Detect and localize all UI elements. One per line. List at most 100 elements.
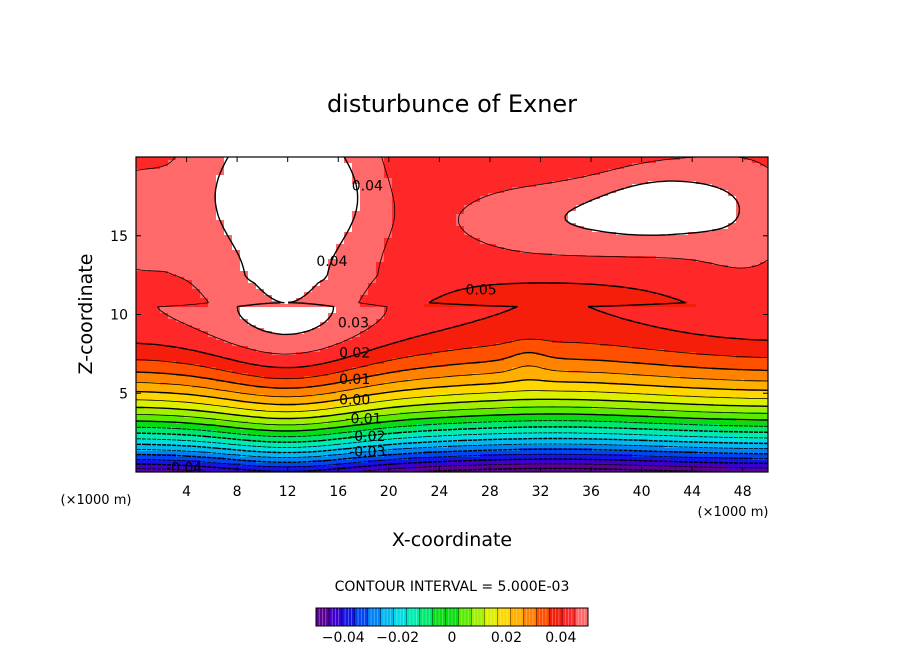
heat-cell — [688, 217, 697, 221]
heat-cell — [248, 208, 257, 212]
heat-cell — [312, 169, 321, 173]
heat-cell — [752, 208, 761, 212]
heat-cell — [168, 310, 177, 314]
heat-cell — [744, 208, 753, 212]
heat-cell — [552, 178, 561, 182]
heat-cell — [496, 331, 505, 335]
heat-cell — [672, 310, 681, 314]
heat-cell — [160, 289, 169, 293]
heat-cell — [352, 175, 361, 179]
heat-cell — [608, 178, 617, 182]
heat-cell — [152, 220, 161, 224]
heat-cell — [488, 268, 497, 272]
heat-cell — [720, 187, 729, 191]
heat-cell — [256, 289, 265, 293]
heat-cell — [544, 193, 553, 197]
heat-cell — [480, 259, 489, 263]
heat-cell — [256, 241, 265, 245]
heat-cell — [376, 247, 385, 251]
heat-cell — [760, 298, 768, 302]
heat-cell — [216, 244, 225, 248]
heat-cell — [272, 241, 281, 245]
heat-cell — [736, 280, 745, 284]
heat-cell — [144, 334, 153, 338]
heat-cell — [328, 187, 337, 191]
heat-cell — [608, 214, 617, 218]
heat-cell — [328, 244, 337, 248]
heat-cell — [208, 253, 217, 257]
heat-cell — [328, 229, 337, 233]
heat-cell — [392, 310, 401, 314]
heat-cell — [248, 217, 257, 221]
heat-cell — [760, 304, 768, 308]
heat-cell — [712, 289, 721, 293]
heat-cell — [384, 283, 393, 287]
heat-cell — [440, 247, 449, 251]
heat-cell — [384, 307, 393, 311]
heat-cell — [728, 280, 737, 284]
heat-cell — [736, 178, 745, 182]
heat-cell — [552, 208, 561, 212]
heat-cell — [720, 337, 729, 341]
heat-cell — [392, 193, 401, 197]
heat-cell — [144, 241, 153, 245]
heat-cell — [416, 295, 425, 299]
heat-cell — [232, 304, 241, 308]
heat-cell — [144, 229, 153, 233]
heat-cell — [160, 322, 169, 326]
heat-cell — [280, 196, 289, 200]
heat-cell — [568, 283, 577, 287]
heat-cell — [488, 298, 497, 302]
heat-cell — [304, 256, 313, 260]
heat-cell — [512, 202, 521, 206]
heat-cell — [232, 337, 241, 341]
heat-cell — [696, 277, 705, 281]
heat-cell — [224, 250, 233, 254]
heat-cell — [456, 190, 465, 194]
heat-cell — [536, 295, 545, 299]
heat-cell — [680, 286, 689, 290]
heat-cell — [664, 223, 673, 227]
heat-cell — [264, 199, 273, 203]
heat-cell — [136, 205, 145, 209]
heat-cell — [712, 157, 721, 161]
heat-cell — [296, 157, 305, 161]
heat-cell — [648, 289, 657, 293]
heat-cell — [560, 187, 569, 191]
heat-cell — [320, 322, 329, 326]
heat-cell — [448, 238, 457, 242]
heat-cell — [360, 319, 369, 323]
heat-cell — [192, 289, 201, 293]
heat-cell — [736, 322, 745, 326]
heat-cell — [216, 313, 225, 317]
heat-cell — [552, 334, 561, 338]
heat-cell — [248, 322, 257, 326]
heat-cell — [600, 226, 609, 230]
heat-cell — [224, 277, 233, 281]
heat-cell — [424, 184, 433, 188]
heat-cell — [304, 262, 313, 266]
heat-cell — [552, 292, 561, 296]
heat-cell — [504, 283, 513, 287]
heat-cell — [528, 268, 537, 272]
heat-cell — [744, 316, 753, 320]
heat-cell — [192, 250, 201, 254]
heat-cell — [456, 160, 465, 164]
heat-cell — [248, 328, 257, 332]
heat-cell — [464, 304, 473, 308]
heat-cell — [264, 298, 273, 302]
heat-cell — [528, 256, 537, 260]
heat-cell — [192, 343, 201, 347]
heat-cell — [696, 271, 705, 275]
heat-cell — [576, 178, 585, 182]
heat-cell — [512, 304, 521, 308]
heat-cell — [680, 259, 689, 263]
heat-cell — [280, 223, 289, 227]
heat-cell — [256, 244, 265, 248]
heat-cell — [304, 202, 313, 206]
heat-cell — [720, 178, 729, 182]
heat-cell — [464, 235, 473, 239]
heat-cell — [232, 247, 241, 251]
heat-cell — [560, 259, 569, 263]
heat-cell — [280, 232, 289, 236]
